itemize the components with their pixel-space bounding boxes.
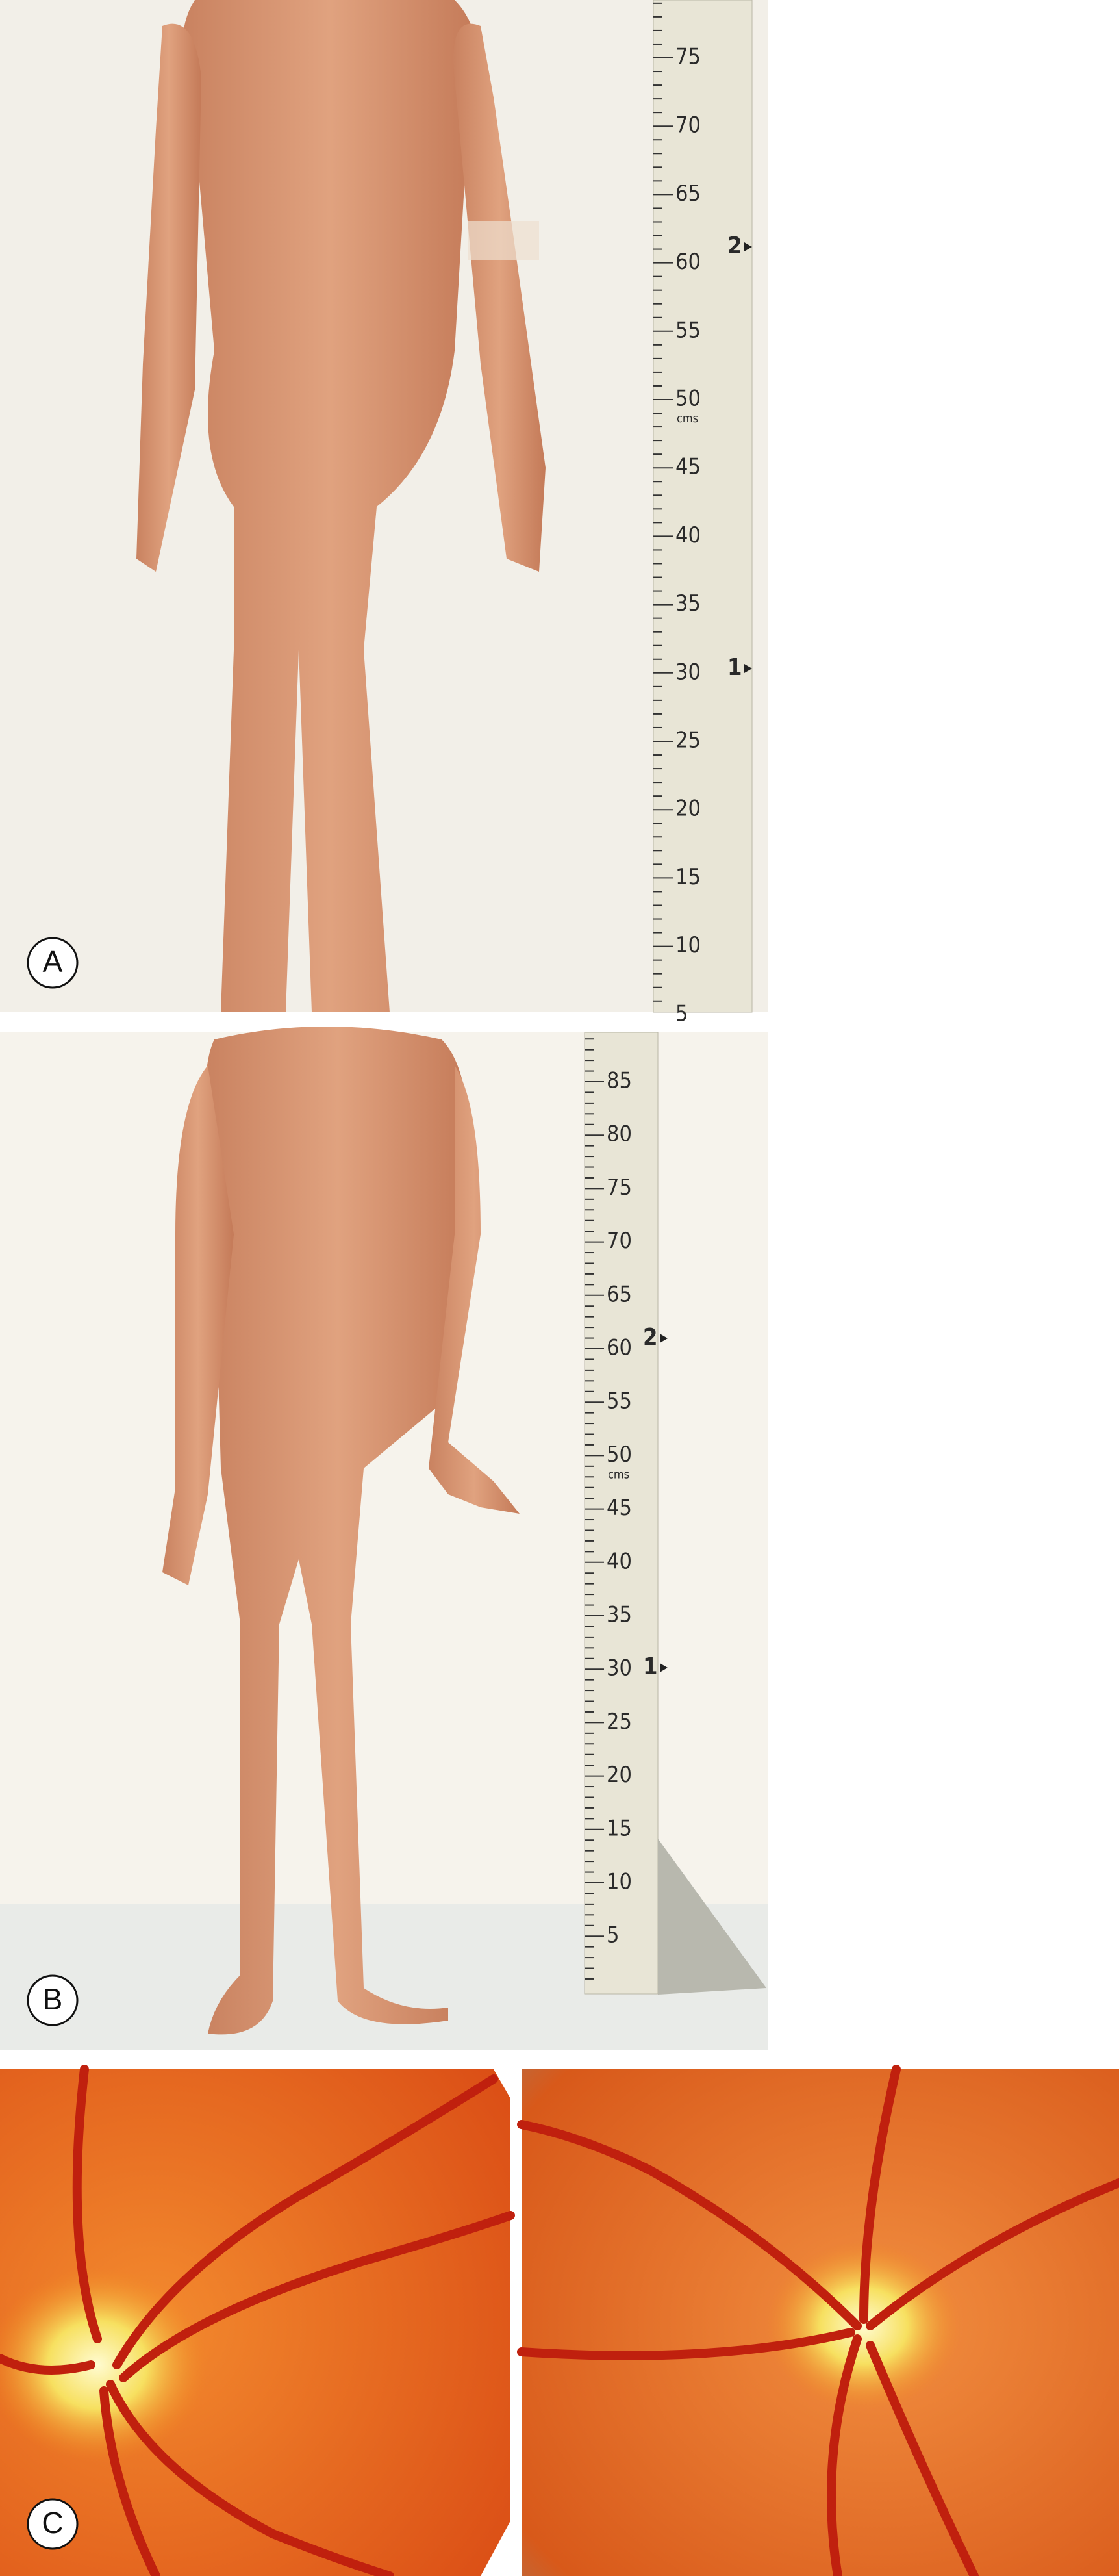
ruler-number: 75 — [675, 44, 701, 70]
ruler-number: 15 — [675, 864, 701, 890]
ruler-number: 65 — [607, 1281, 632, 1307]
measuring-ruler — [584, 1032, 659, 1995]
ruler-marker-arrow — [744, 664, 752, 673]
ruler-number: 10 — [607, 1869, 632, 1895]
ruler-number: 50 — [607, 1442, 632, 1468]
ruler-number: 20 — [675, 796, 701, 822]
ruler-number: 5 — [607, 1922, 619, 1948]
ruler-unit: cms — [608, 1468, 629, 1481]
ruler-scale: 85 80 75 70 65 60 55 50 45 40 35 30 25 20 15 10 5 cms 2 1 — [585, 1038, 668, 1980]
panel-label-circle — [27, 2498, 79, 2550]
ruler-number: 60 — [675, 249, 701, 275]
ruler-number: 35 — [675, 591, 701, 617]
ruler-marker-arrow — [744, 242, 752, 251]
ruler-number: 70 — [607, 1228, 632, 1254]
ruler-number: 55 — [607, 1388, 632, 1414]
panel-label-circle — [27, 937, 79, 989]
ruler-number: 85 — [607, 1068, 632, 1094]
ruler-number: 65 — [675, 181, 701, 207]
ruler-number: 80 — [607, 1121, 632, 1147]
arm-bandage — [468, 221, 539, 260]
panel-c: C — [0, 2065, 1119, 2576]
ruler-scale: 75 70 65 60 55 50 45 40 35 30 25 20 15 10 5 cms 2 1 — [653, 2, 752, 1027]
ruler-number: 60 — [607, 1335, 632, 1361]
panel-label-circle — [27, 1974, 79, 2026]
panel-b: 85 80 75 70 65 60 55 50 45 40 35 30 25 20 15 10 5 cms 2 1 B — [0, 1027, 768, 2050]
ruler-number: 25 — [607, 1709, 632, 1735]
ruler-number: 45 — [607, 1495, 632, 1521]
panel-label: B — [43, 1982, 63, 2016]
ruler-number: 30 — [607, 1655, 632, 1681]
ruler-number: 30 — [675, 659, 701, 685]
retinal-vessels — [517, 2065, 1119, 2576]
ruler-number: 75 — [607, 1175, 632, 1201]
ruler-unit: cms — [677, 412, 698, 426]
ruler-number: 55 — [675, 317, 701, 343]
ruler-marker: 1 — [643, 1653, 658, 1680]
ruler-number: 5 — [675, 1001, 688, 1027]
ruler-marker: 2 — [643, 1324, 658, 1351]
ruler-marker-arrow — [660, 1663, 668, 1672]
panel-label: A — [43, 945, 63, 978]
ruler-number: 15 — [607, 1815, 632, 1841]
ruler-number: 45 — [675, 454, 701, 480]
ruler-number: 40 — [675, 522, 701, 548]
ruler-marker: 1 — [727, 654, 742, 681]
ruler-number: 35 — [607, 1602, 632, 1628]
ruler-number: 70 — [675, 112, 701, 138]
ruler-marker: 2 — [727, 233, 742, 259]
ruler-number: 20 — [607, 1762, 632, 1788]
measuring-ruler — [653, 0, 753, 1013]
retinal-vessels — [0, 2065, 515, 2576]
ruler-number: 25 — [675, 728, 701, 754]
ruler-marker-arrow — [660, 1334, 668, 1343]
ruler-stand — [658, 1839, 766, 1995]
child-figure — [162, 1027, 520, 2035]
ruler-number: 10 — [675, 932, 701, 958]
panel-label: C — [42, 2506, 63, 2540]
ruler-number: 50 — [675, 386, 701, 412]
child-figure — [136, 0, 546, 1012]
ruler-number: 40 — [607, 1548, 632, 1574]
panel-a: 75 70 65 60 55 50 45 40 35 30 25 20 15 10 5 cms 2 1 A — [0, 0, 768, 1027]
